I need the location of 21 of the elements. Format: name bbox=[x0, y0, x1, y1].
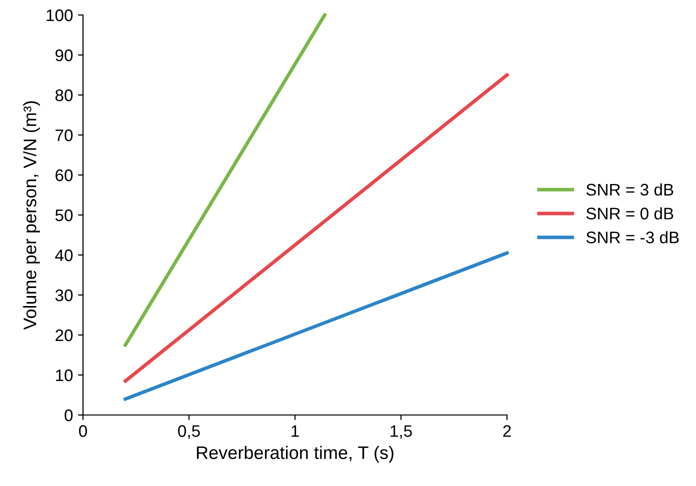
legend-label: SNR = -3 dB bbox=[586, 231, 679, 244]
x-tick-label: 1 bbox=[292, 425, 299, 437]
x-tick-label: 0 bbox=[79, 425, 87, 437]
y-tick-label: 100 bbox=[46, 9, 73, 22]
x-axis-title: Reverberation time, T (s) bbox=[196, 446, 394, 463]
y-tick-label: 40 bbox=[55, 249, 73, 262]
y-tick-label: 80 bbox=[55, 89, 73, 102]
y-tick-label: 60 bbox=[56, 169, 73, 182]
y-tick-label: 30 bbox=[55, 289, 73, 302]
legend-label: SNR = 3 dB bbox=[586, 183, 674, 196]
y-tick-label: 0 bbox=[64, 409, 73, 422]
y-tick-label: 90 bbox=[56, 49, 73, 62]
y-tick-label: 50 bbox=[55, 209, 73, 222]
y-tick-label: 10 bbox=[56, 369, 73, 382]
y-tick-label: 70 bbox=[56, 129, 73, 142]
legend-label: SNR = 0 dB bbox=[586, 207, 674, 220]
x-tick-label: 0,5 bbox=[178, 425, 200, 439]
y-tick-label: 20 bbox=[56, 329, 73, 342]
x-tick-label: 1,5 bbox=[390, 425, 412, 439]
x-tick-label: 2 bbox=[503, 425, 511, 437]
y-axis-title: Volume per person, V/N (m³) bbox=[23, 101, 40, 330]
